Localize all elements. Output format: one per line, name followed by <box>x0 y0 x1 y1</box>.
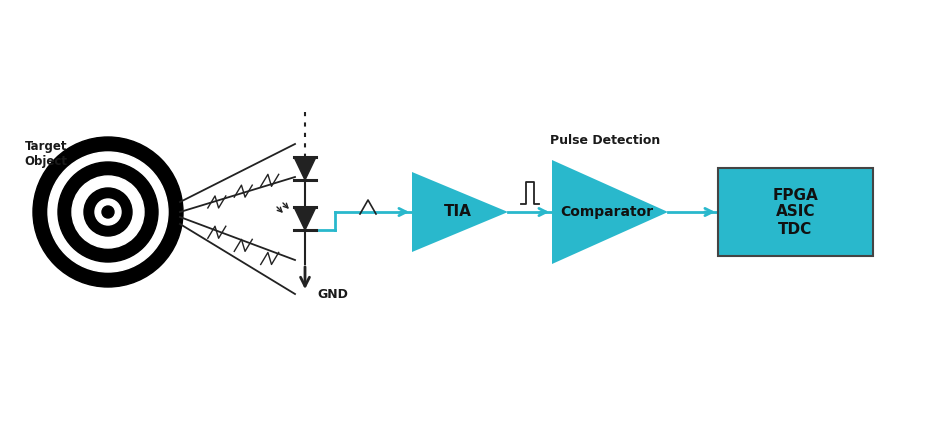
Circle shape <box>95 199 121 225</box>
Polygon shape <box>412 172 508 252</box>
Text: FPGA: FPGA <box>772 187 818 203</box>
Text: Comparator: Comparator <box>561 205 653 219</box>
Circle shape <box>58 162 158 262</box>
Circle shape <box>84 188 132 236</box>
Polygon shape <box>294 207 316 230</box>
Text: TDC: TDC <box>779 221 812 237</box>
Circle shape <box>102 206 114 218</box>
FancyBboxPatch shape <box>718 168 873 256</box>
Text: Pulse Detection: Pulse Detection <box>549 134 660 147</box>
Text: ASIC: ASIC <box>776 204 815 220</box>
Text: Target
Object: Target Object <box>24 140 67 168</box>
Circle shape <box>48 152 168 272</box>
Text: TIA: TIA <box>444 204 472 220</box>
Circle shape <box>72 176 144 248</box>
Text: GND: GND <box>317 287 348 301</box>
Circle shape <box>33 137 183 287</box>
Polygon shape <box>552 160 668 264</box>
Polygon shape <box>294 157 316 180</box>
